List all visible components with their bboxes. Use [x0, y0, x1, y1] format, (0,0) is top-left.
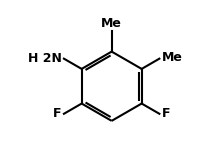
Text: Me: Me — [162, 51, 183, 64]
Text: F: F — [53, 107, 62, 120]
Text: Me: Me — [101, 16, 122, 30]
Text: H 2N: H 2N — [28, 52, 62, 65]
Text: F: F — [162, 107, 170, 120]
